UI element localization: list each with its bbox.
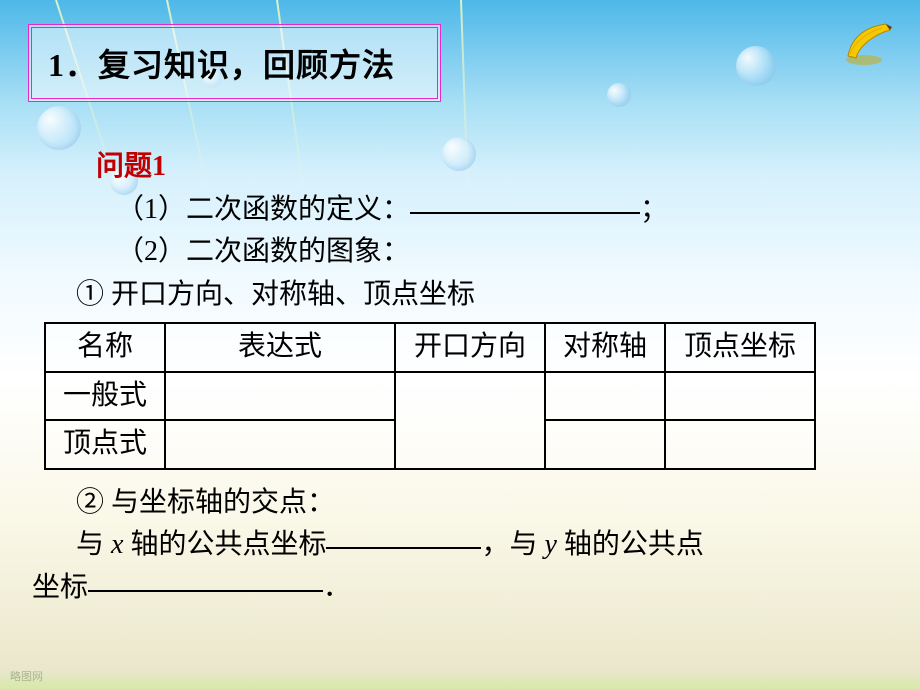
td-empty — [395, 372, 545, 469]
txt: 轴的公共点坐标 — [123, 529, 326, 560]
td-general-form: 一般式 — [45, 372, 165, 421]
txt: 坐标 — [32, 572, 88, 603]
th-direction: 开口方向 — [395, 323, 545, 372]
line1-prefix: （1）二次函数的定义： — [116, 194, 410, 225]
td-empty — [665, 372, 815, 421]
line-definition: （1）二次函数的定义： ； — [116, 189, 888, 232]
line1-suffix: ； — [640, 194, 668, 225]
txt: 轴的公共点 — [557, 529, 704, 560]
line-intersections: ② 与坐标轴的交点： — [76, 482, 888, 525]
question-label: 问题1 — [96, 146, 888, 189]
footer-credit: 略图网 — [10, 668, 43, 684]
line-aspects: ① 开口方向、对称轴、顶点坐标 — [76, 274, 888, 317]
blank-yaxis — [88, 564, 323, 592]
blank-xaxis — [326, 521, 481, 549]
blank-definition — [410, 186, 640, 214]
td-empty — [545, 420, 665, 469]
td-empty — [165, 372, 395, 421]
section-heading-box: 1．复习知识，回顾方法 — [28, 24, 441, 102]
pencil-icon — [842, 22, 894, 66]
td-empty — [545, 372, 665, 421]
th-vertex: 顶点坐标 — [665, 323, 815, 372]
line-xaxis: 与 x 轴的公共点坐标 ，与 y 轴的公共点 — [76, 524, 888, 567]
txt: 与 — [76, 529, 111, 560]
line-graph: （2）二次函数的图象： — [116, 231, 888, 274]
y-var: y — [544, 529, 556, 560]
line-yaxis: 坐标 ． — [32, 567, 888, 610]
th-axis: 对称轴 — [545, 323, 665, 372]
txt: ，与 — [481, 529, 544, 560]
table-header-row: 名称 表达式 开口方向 对称轴 顶点坐标 — [45, 323, 815, 372]
forms-table: 名称 表达式 开口方向 对称轴 顶点坐标 一般式 顶点式 — [44, 322, 816, 470]
slide-content: 1．复习知识，回顾方法 问题1 （1）二次函数的定义： ； （2）二次函数的图象：… — [0, 0, 920, 690]
section-heading: 1．复习知识，回顾方法 — [48, 47, 395, 83]
th-expression: 表达式 — [165, 323, 395, 372]
x-var: x — [111, 529, 123, 560]
body-text: 问题1 （1）二次函数的定义： ； （2）二次函数的图象： ① 开口方向、对称轴、… — [32, 146, 888, 609]
td-vertex-form: 顶点式 — [45, 420, 165, 469]
table-row: 一般式 — [45, 372, 815, 421]
txt: ． — [323, 572, 351, 603]
th-name: 名称 — [45, 323, 165, 372]
td-empty — [665, 420, 815, 469]
td-empty — [165, 420, 395, 469]
